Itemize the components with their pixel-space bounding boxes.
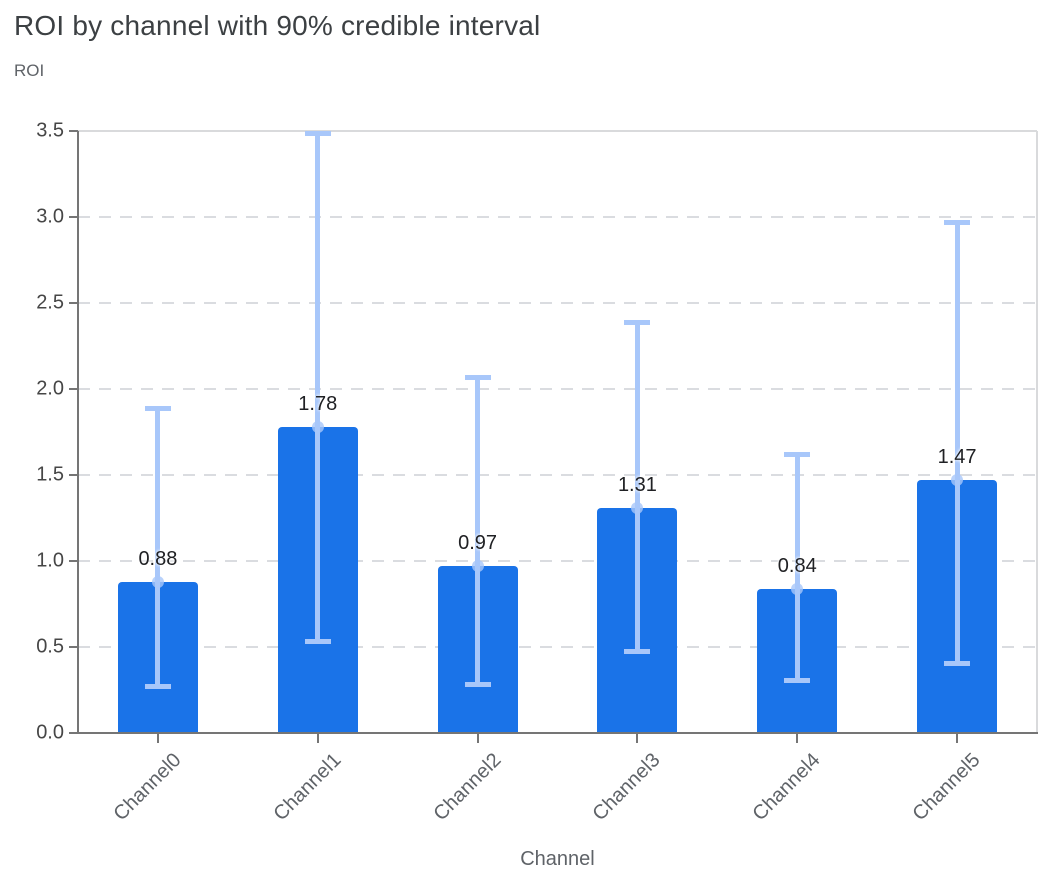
gridline	[78, 216, 1037, 218]
bar-value-label: 0.84	[777, 554, 817, 577]
y-tick-mark	[69, 302, 78, 304]
plot-top-border	[78, 130, 1037, 132]
x-tick-label: Channel2	[429, 749, 506, 826]
x-tick-label: Channel1	[269, 749, 346, 826]
error-bar-point	[791, 582, 804, 595]
y-tick-mark	[69, 388, 78, 390]
y-axis-line	[77, 131, 79, 734]
x-tick-mark	[956, 734, 959, 743]
gridline	[78, 560, 1037, 562]
error-bar-line	[634, 321, 640, 653]
bar-value-label: 1.78	[298, 392, 338, 415]
error-bar-cap-bottom	[304, 638, 331, 644]
y-tick-mark	[69, 216, 78, 218]
error-bar-cap-top	[784, 452, 811, 458]
error-bar-line	[315, 132, 321, 642]
chart-title: ROI by channel with 90% credible interva…	[14, 10, 541, 41]
y-tick-label: 3.0	[36, 205, 64, 228]
x-tick-label: Channel5	[908, 749, 985, 826]
error-bar-cap-top	[144, 405, 171, 411]
y-tick-mark	[69, 560, 78, 562]
error-bar-cap-top	[624, 319, 651, 325]
error-bar-cap-top	[304, 130, 331, 136]
error-bar-line	[954, 222, 960, 665]
y-tick-mark	[69, 474, 78, 476]
y-tick-label: 3.5	[36, 119, 64, 142]
y-tick-label: 0.0	[36, 721, 64, 744]
x-axis-title: Channel	[520, 848, 595, 870]
error-bar-cap-bottom	[784, 678, 811, 684]
y-tick-label: 0.5	[36, 635, 64, 658]
y-tick-mark	[69, 732, 78, 734]
error-bar-line	[475, 376, 481, 685]
y-tick-label: 2.5	[36, 291, 64, 314]
y-axis-title: ROI	[14, 61, 45, 80]
x-tick-mark	[636, 734, 639, 743]
error-bar-line	[155, 407, 161, 687]
error-bar-cap-bottom	[944, 661, 971, 667]
bar-value-label: 1.31	[617, 473, 657, 496]
x-axis-line	[77, 732, 1038, 734]
plot-right-border	[1036, 131, 1038, 733]
error-bar-cap-bottom	[464, 681, 491, 687]
x-tick-label: Channel3	[588, 749, 665, 826]
y-tick-mark	[69, 646, 78, 648]
x-tick-mark	[316, 734, 319, 743]
y-tick-label: 1.0	[36, 549, 64, 572]
error-bar-line	[794, 454, 800, 682]
gridline	[78, 646, 1037, 648]
gridline	[78, 302, 1037, 304]
error-bar-cap-bottom	[144, 683, 171, 689]
x-tick-mark	[796, 734, 799, 743]
error-bar-point	[311, 420, 324, 433]
error-bar-cap-top	[944, 220, 971, 226]
bar-value-label: 1.47	[937, 446, 977, 469]
error-bar-cap-bottom	[624, 649, 651, 655]
y-tick-label: 1.5	[36, 463, 64, 486]
y-tick-label: 2.0	[36, 377, 64, 400]
x-tick-label: Channel0	[109, 749, 186, 826]
x-tick-mark	[476, 734, 479, 743]
error-bar-point	[631, 501, 644, 514]
bar-value-label: 0.97	[458, 532, 498, 555]
gridline	[78, 474, 1037, 476]
bar-value-label: 0.88	[138, 547, 178, 570]
x-tick-mark	[156, 734, 159, 743]
gridline	[78, 388, 1037, 390]
x-tick-label: Channel4	[748, 749, 825, 826]
error-bar-point	[471, 560, 484, 573]
error-bar-point	[151, 575, 164, 588]
y-tick-mark	[69, 130, 78, 132]
error-bar-cap-top	[464, 374, 491, 380]
error-bar-point	[951, 474, 964, 487]
